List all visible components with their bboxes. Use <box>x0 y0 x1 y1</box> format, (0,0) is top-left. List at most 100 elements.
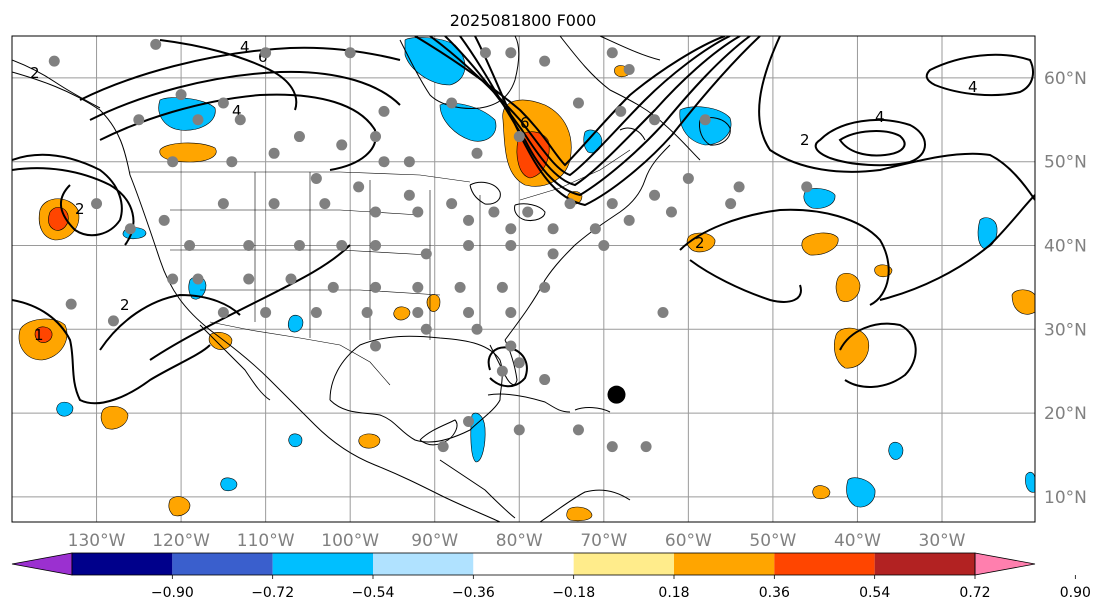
station-dot <box>640 441 652 453</box>
station-dot <box>733 181 745 193</box>
colorbar-underflow-triangle <box>11 552 73 576</box>
colorbar-tick-label: 0.54 <box>859 585 890 601</box>
colorbar-bin <box>373 553 474 575</box>
colorbar-tick-label: −0.36 <box>452 585 495 601</box>
station-dot <box>184 239 196 251</box>
contour-label: 4 <box>968 78 978 96</box>
observation-stations <box>48 38 813 453</box>
station-dot <box>606 441 618 453</box>
positive-anomaly-region <box>801 232 839 256</box>
station-dot <box>463 239 475 251</box>
florida-peninsula <box>489 339 518 386</box>
station-dot <box>310 307 322 319</box>
us-mexico-border <box>209 321 391 386</box>
contour-lines <box>12 36 1035 405</box>
gulf-of-mexico-coast <box>329 335 503 443</box>
contour-label: 2 <box>75 200 85 218</box>
station-dot <box>175 89 187 101</box>
station-dot <box>446 97 458 109</box>
contour-line <box>79 46 401 101</box>
colorbar-bin <box>172 553 273 575</box>
station-dot <box>801 181 813 193</box>
colorbar-tick-label: −0.90 <box>151 585 194 601</box>
station-dot <box>682 172 694 184</box>
station-dot <box>370 239 382 251</box>
station-dot <box>158 214 170 226</box>
station-dot <box>606 47 618 59</box>
longitude-tick-label: 100°W <box>321 531 379 551</box>
positive-anomaly-region <box>208 331 233 350</box>
latitude-tick-label: 30°N <box>1044 320 1087 340</box>
negative-anomaly-region <box>1025 471 1035 493</box>
colorbar-bin <box>72 553 173 575</box>
cuba <box>487 393 571 413</box>
negative-anomaly-region <box>439 102 497 142</box>
station-dot <box>378 105 390 117</box>
labrador-coast <box>559 36 701 161</box>
contour-line <box>879 194 1035 301</box>
station-dot <box>370 281 382 293</box>
station-dot <box>268 198 280 210</box>
station-dot <box>446 198 458 210</box>
colorbar-frame <box>71 552 976 576</box>
contour-line <box>12 153 123 237</box>
latitude-tick-label: 20°N <box>1044 404 1087 424</box>
contour-line <box>758 36 1035 201</box>
longitude-tick-label: 70°W <box>580 531 627 551</box>
station-dot <box>403 156 415 168</box>
contour-line <box>459 36 751 197</box>
station-dot <box>344 47 356 59</box>
station-dot <box>589 223 601 235</box>
contour-label: 2 <box>120 296 130 314</box>
contour-label: 4 <box>232 102 242 120</box>
latitude-tick-label: 40°N <box>1044 236 1087 256</box>
newfoundland <box>699 117 731 146</box>
station-dot <box>547 248 559 260</box>
negative-anomaly-region <box>404 37 466 86</box>
station-dot <box>293 239 305 251</box>
positive-anomaly-region <box>812 485 831 500</box>
station-dot <box>327 281 339 293</box>
station-dot <box>319 198 331 210</box>
colorbar-bin <box>874 553 975 575</box>
hudson-bay <box>399 36 520 109</box>
baja-california <box>199 324 271 401</box>
longitude-labels: 130°W 120°W 110°W 100°W 90°W 80°W 70°W 60°W 50°W… <box>68 531 966 551</box>
colorbar-bin <box>473 553 574 575</box>
figure-title: 2025081800 F000 <box>450 11 597 30</box>
station-dot <box>539 374 551 386</box>
yucatan <box>419 419 458 446</box>
station-dot <box>623 214 635 226</box>
contour-line <box>12 299 211 405</box>
contour-line <box>99 93 377 171</box>
longitude-tick-label: 40°W <box>834 531 881 551</box>
contour-label: 6 <box>520 114 530 132</box>
alaska-panhandle <box>12 59 101 109</box>
longitude-tick-label: 90°W <box>411 531 458 551</box>
station-dot <box>471 147 483 159</box>
negative-anomaly-region <box>803 188 836 209</box>
station-dot <box>217 307 229 319</box>
contour-line <box>444 36 741 187</box>
station-dot <box>378 156 390 168</box>
longitude-tick-label: 130°W <box>68 531 126 551</box>
station-dot <box>463 307 475 319</box>
positive-anomaly-region <box>100 406 129 430</box>
station-dot <box>496 365 508 377</box>
station-dot <box>505 47 517 59</box>
station-dot <box>370 340 382 352</box>
station-dot <box>336 239 348 251</box>
contour-line <box>12 167 135 246</box>
station-dot <box>412 206 424 218</box>
contour-line <box>159 39 298 111</box>
station-dot <box>192 273 204 285</box>
contour-line <box>149 244 351 361</box>
station-dot <box>361 307 373 319</box>
longitude-tick-label: 110°W <box>237 531 295 551</box>
station-dot <box>539 281 551 293</box>
negative-anomaly-region <box>56 401 74 417</box>
station-dot <box>725 198 737 210</box>
station-dot <box>496 281 508 293</box>
station-dot <box>463 415 475 427</box>
